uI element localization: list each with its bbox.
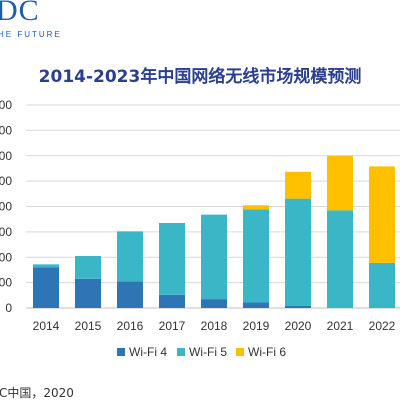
- bar-wi-fi-6-2022: [369, 166, 395, 263]
- x-axis-ticks: 2014 2015 2016 2017 2018 2019 2020 2021 2022: [33, 319, 396, 333]
- y-tick-label: 00: [0, 200, 12, 214]
- bar-wi-fi-5-2016: [117, 231, 143, 282]
- x-tick-label: 2022: [369, 319, 396, 333]
- bar-wi-fi-5-2018: [201, 214, 227, 300]
- y-tick-label: 00: [0, 149, 12, 163]
- bar-wi-fi-6-2020: [285, 171, 311, 199]
- y-tick-label: 00: [0, 276, 12, 290]
- logo-tagline: HE FUTURE: [0, 30, 62, 39]
- y-tick-label: 00: [0, 123, 12, 137]
- x-tick-label: 2019: [243, 319, 270, 333]
- legend-swatch: [177, 348, 185, 356]
- x-tick-label: 2021: [327, 319, 354, 333]
- bar-wi-fi-4-2017: [159, 294, 185, 308]
- x-tick-label: 2016: [117, 319, 144, 333]
- legend-label: Wi-Fi 6: [248, 345, 286, 359]
- bar-wi-fi-4-2014: [33, 267, 59, 308]
- bar-wi-fi-4-2018: [201, 299, 227, 308]
- bar-wi-fi-5-2022: [369, 262, 395, 308]
- bar-wi-fi-5-2017: [159, 222, 185, 295]
- y-tick-label: 00: [0, 225, 12, 239]
- bar-wi-fi-6-2021: [327, 155, 353, 211]
- legend-label: Wi-Fi 4: [129, 345, 167, 359]
- bar-wi-fi-4-2020: [285, 305, 311, 308]
- x-tick-label: 2018: [201, 319, 228, 333]
- bar-wi-fi-5-2014: [33, 264, 59, 268]
- x-tick-label: 2017: [159, 319, 186, 333]
- x-tick-label: 2015: [75, 319, 102, 333]
- bar-wi-fi-5-2021: [327, 210, 353, 308]
- y-tick-label: 00: [0, 174, 12, 188]
- source-note: C中国，2020: [0, 386, 74, 400]
- y-tick-label: 00: [0, 250, 12, 264]
- legend-swatch: [236, 348, 244, 356]
- logo-text: DC: [0, 0, 40, 27]
- bar-wi-fi-5-2019: [243, 209, 269, 303]
- legend: Wi-Fi 4 Wi-Fi 5 Wi-Fi 6: [117, 345, 286, 359]
- bars: [33, 155, 395, 308]
- y-tick-label: 0: [5, 301, 12, 315]
- bar-wi-fi-5-2015: [75, 255, 101, 279]
- chart-title: 2014-2023年中国网络无线市场规模预测: [38, 67, 362, 87]
- y-tick-label: 00: [0, 98, 12, 112]
- x-tick-label: 2020: [285, 319, 312, 333]
- bar-wi-fi-6-2019: [243, 205, 269, 210]
- bar-wi-fi-5-2020: [285, 198, 311, 306]
- bar-wi-fi-4-2016: [117, 281, 143, 308]
- legend-swatch: [117, 348, 125, 356]
- bar-wi-fi-4-2015: [75, 278, 101, 308]
- legend-label: Wi-Fi 5: [189, 345, 227, 359]
- x-tick-label: 2014: [33, 319, 60, 333]
- bar-wi-fi-4-2019: [243, 302, 269, 308]
